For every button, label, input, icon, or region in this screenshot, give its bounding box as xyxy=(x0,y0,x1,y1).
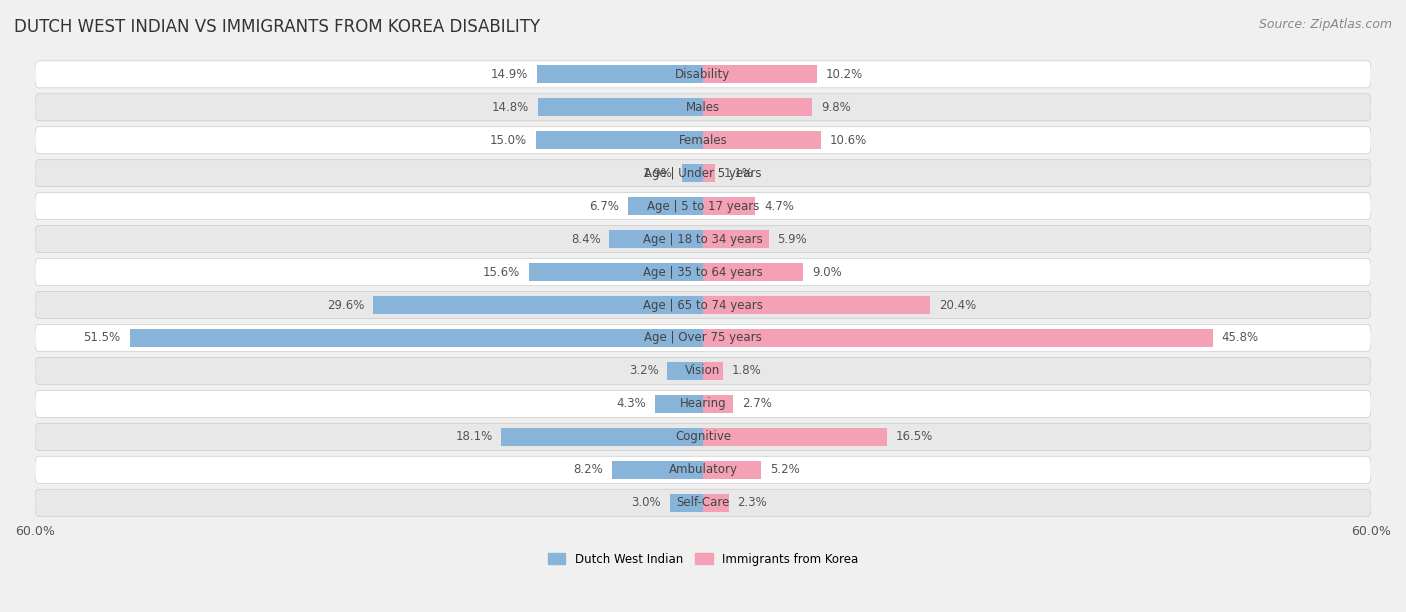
Text: Hearing: Hearing xyxy=(679,397,727,411)
Text: 3.2%: 3.2% xyxy=(628,364,658,378)
Bar xyxy=(628,197,703,215)
FancyBboxPatch shape xyxy=(35,94,1371,121)
Text: Ambulatory: Ambulatory xyxy=(668,463,738,476)
Bar xyxy=(502,428,703,446)
Bar xyxy=(703,428,887,446)
Text: Age | Over 75 years: Age | Over 75 years xyxy=(644,332,762,345)
Text: 5.2%: 5.2% xyxy=(770,463,800,476)
Text: Age | 35 to 64 years: Age | 35 to 64 years xyxy=(643,266,763,278)
FancyBboxPatch shape xyxy=(35,61,1371,88)
Bar xyxy=(129,329,703,347)
FancyBboxPatch shape xyxy=(35,489,1371,517)
FancyBboxPatch shape xyxy=(35,390,1371,417)
Bar xyxy=(669,494,703,512)
Text: 45.8%: 45.8% xyxy=(1222,332,1258,345)
FancyBboxPatch shape xyxy=(35,324,1371,351)
FancyBboxPatch shape xyxy=(35,226,1371,253)
FancyBboxPatch shape xyxy=(35,193,1371,220)
Text: 9.0%: 9.0% xyxy=(813,266,842,278)
FancyBboxPatch shape xyxy=(35,457,1371,483)
Text: 18.1%: 18.1% xyxy=(456,430,492,443)
Bar xyxy=(703,164,716,182)
Bar xyxy=(703,131,821,149)
Text: Cognitive: Cognitive xyxy=(675,430,731,443)
Bar xyxy=(529,263,703,281)
Text: 29.6%: 29.6% xyxy=(328,299,364,312)
FancyBboxPatch shape xyxy=(35,424,1371,450)
Bar xyxy=(609,230,703,248)
Bar xyxy=(703,197,755,215)
Text: Source: ZipAtlas.com: Source: ZipAtlas.com xyxy=(1258,18,1392,31)
Text: 10.6%: 10.6% xyxy=(830,134,868,147)
Text: Vision: Vision xyxy=(685,364,721,378)
Bar xyxy=(703,98,813,116)
Bar xyxy=(537,65,703,83)
Text: 10.2%: 10.2% xyxy=(825,68,863,81)
FancyBboxPatch shape xyxy=(35,127,1371,154)
Bar xyxy=(703,329,1213,347)
Bar xyxy=(668,362,703,380)
Bar xyxy=(538,98,703,116)
Text: 1.8%: 1.8% xyxy=(733,364,762,378)
Text: 14.9%: 14.9% xyxy=(491,68,529,81)
Text: Age | Under 5 years: Age | Under 5 years xyxy=(644,166,762,180)
Bar xyxy=(682,164,703,182)
Text: 4.7%: 4.7% xyxy=(765,200,794,212)
Text: 4.3%: 4.3% xyxy=(616,397,647,411)
Text: 8.4%: 8.4% xyxy=(571,233,600,245)
Text: DUTCH WEST INDIAN VS IMMIGRANTS FROM KOREA DISABILITY: DUTCH WEST INDIAN VS IMMIGRANTS FROM KOR… xyxy=(14,18,540,36)
FancyBboxPatch shape xyxy=(35,258,1371,286)
Bar xyxy=(655,395,703,413)
Bar xyxy=(703,65,817,83)
Text: 9.8%: 9.8% xyxy=(821,101,851,114)
Text: Females: Females xyxy=(679,134,727,147)
Bar xyxy=(374,296,703,314)
Text: Males: Males xyxy=(686,101,720,114)
Bar xyxy=(703,263,803,281)
Bar xyxy=(703,296,931,314)
Bar xyxy=(703,362,723,380)
FancyBboxPatch shape xyxy=(35,291,1371,318)
Text: 51.5%: 51.5% xyxy=(83,332,121,345)
Bar xyxy=(612,461,703,479)
Bar xyxy=(703,230,769,248)
Text: 15.0%: 15.0% xyxy=(489,134,527,147)
Text: Self-Care: Self-Care xyxy=(676,496,730,509)
Text: 5.9%: 5.9% xyxy=(778,233,807,245)
Text: 2.7%: 2.7% xyxy=(742,397,772,411)
Text: 6.7%: 6.7% xyxy=(589,200,620,212)
Text: 3.0%: 3.0% xyxy=(631,496,661,509)
Text: 1.9%: 1.9% xyxy=(643,166,673,180)
Bar xyxy=(703,494,728,512)
FancyBboxPatch shape xyxy=(35,160,1371,187)
Text: 8.2%: 8.2% xyxy=(574,463,603,476)
Text: 2.3%: 2.3% xyxy=(738,496,768,509)
Text: Age | 5 to 17 years: Age | 5 to 17 years xyxy=(647,200,759,212)
Text: 20.4%: 20.4% xyxy=(939,299,976,312)
Text: 16.5%: 16.5% xyxy=(896,430,932,443)
FancyBboxPatch shape xyxy=(35,357,1371,384)
Legend: Dutch West Indian, Immigrants from Korea: Dutch West Indian, Immigrants from Korea xyxy=(548,553,858,566)
Bar xyxy=(703,395,733,413)
Text: Disability: Disability xyxy=(675,68,731,81)
Text: 1.1%: 1.1% xyxy=(724,166,754,180)
Text: 15.6%: 15.6% xyxy=(484,266,520,278)
Bar xyxy=(536,131,703,149)
Text: 14.8%: 14.8% xyxy=(492,101,529,114)
Text: Age | 65 to 74 years: Age | 65 to 74 years xyxy=(643,299,763,312)
Text: Age | 18 to 34 years: Age | 18 to 34 years xyxy=(643,233,763,245)
Bar xyxy=(703,461,761,479)
